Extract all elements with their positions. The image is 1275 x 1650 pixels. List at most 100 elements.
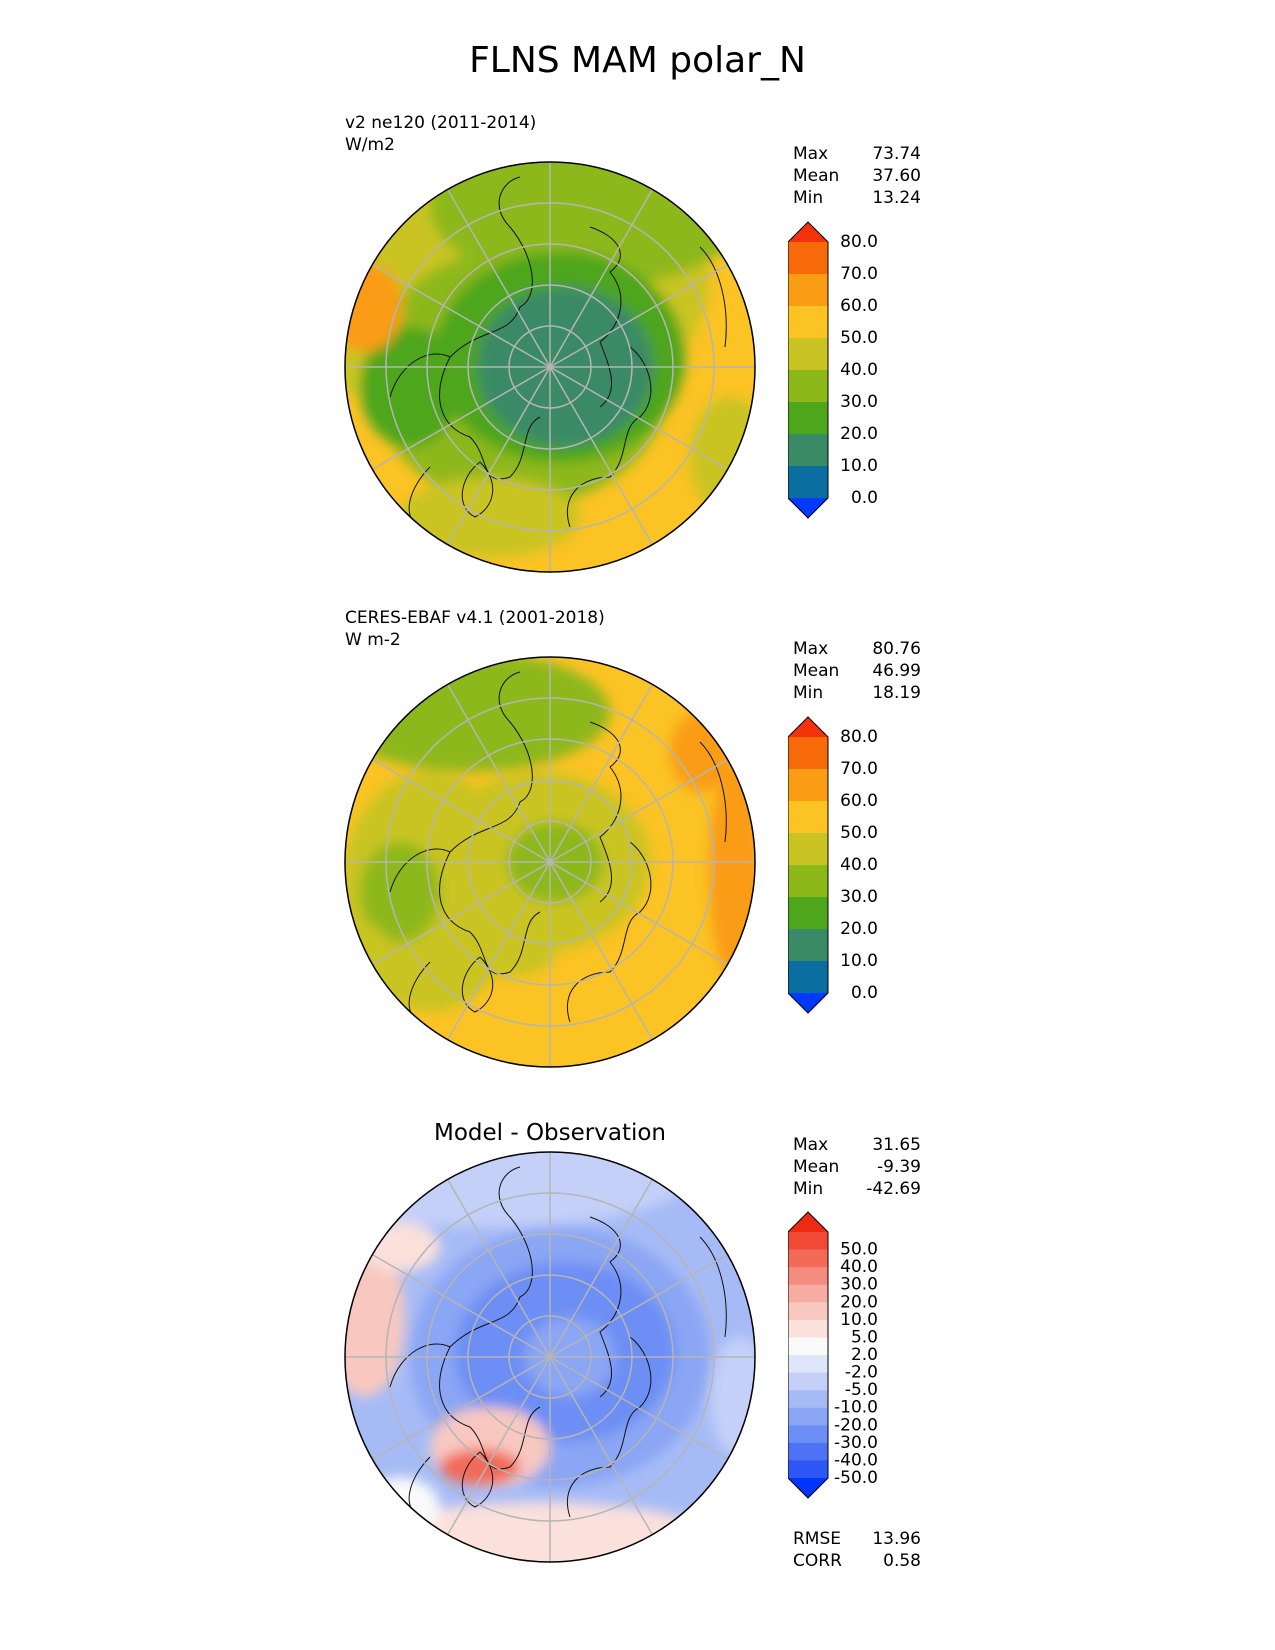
- panel-diff-stats: Max 31.65 Mean -9.39 Min -42.69: [793, 1134, 921, 1200]
- panel-obs: CERES-EBAF v4.1 (2001-2018) W m-2 Max 80.…: [0, 0, 1275, 1068]
- colorbar-tick-label: 40.0: [840, 1257, 878, 1277]
- colorbar-extend-max: [788, 717, 828, 737]
- stat-min-value: -42.69: [866, 1179, 921, 1199]
- graticule: [345, 1152, 755, 1562]
- panel-diff-metrics: RMSE 13.96 CORR 0.58: [793, 1528, 921, 1572]
- colorbar-bin: [788, 1460, 828, 1479]
- colorbar-bin: [788, 833, 828, 866]
- colorbar-extend-min: [788, 498, 828, 518]
- colorbar-tick-label: 50.0: [840, 823, 878, 843]
- colorbar-bin: [788, 769, 828, 802]
- colorbar-bin: [788, 801, 828, 834]
- colorbar-bin: [788, 1267, 828, 1286]
- colorbar-model: 0.0 10.0 20.0 30.0 40.0 50.0 60.0 70.0 80.0: [788, 221, 878, 519]
- corr-label: CORR: [793, 1551, 842, 1571]
- stat-mean-value: 46.99: [872, 661, 921, 681]
- colorbar-tick-label: 0.0: [851, 488, 878, 508]
- panel-model-units: W/m2: [345, 135, 395, 155]
- colorbar-tick-label: 20.0: [840, 424, 878, 444]
- panel-model-header: v2 ne120 (2011-2014) W/m2: [345, 112, 536, 156]
- polar-map-obs: [344, 656, 756, 1068]
- figure-title: FLNS MAM polar_N: [469, 40, 806, 81]
- colorbar-tick-label: 5.0: [851, 1327, 878, 1347]
- stat-max-value: 80.76: [872, 639, 921, 659]
- panel-model-label: v2 ne120 (2011-2014): [345, 113, 537, 133]
- stat-min-label: Min: [793, 683, 824, 703]
- colorbar-bin: [788, 1390, 828, 1409]
- colorbar-tick-label: 30.0: [840, 887, 878, 907]
- colorbar-tick-label: 40.0: [840, 360, 878, 380]
- colorbar-bin: [788, 306, 828, 339]
- stat-min-value: 18.19: [872, 683, 921, 703]
- colorbar-bin: [788, 1337, 828, 1356]
- colorbar-tick-label: 70.0: [840, 759, 878, 779]
- colorbar-bin: [788, 338, 828, 371]
- colorbar-extend-max: [788, 222, 828, 242]
- stat-max-value: 73.74: [872, 144, 921, 164]
- colorbar-extend-min: [788, 993, 828, 1013]
- stat-mean-label: Mean: [793, 166, 840, 186]
- colorbar-tick-label: 10.0: [840, 456, 878, 476]
- map-boundary: [344, 1151, 756, 1563]
- colorbar-bin: [788, 1407, 828, 1426]
- colorbar-extend-max: [788, 1212, 828, 1232]
- colorbar-diff: -50.0-40.0-30.0-20.0-10.0-5.0-2.02.05.01…: [788, 1211, 878, 1499]
- panel-obs-header: CERES-EBAF v4.1 (2001-2018) W m-2: [345, 607, 605, 651]
- stat-mean-label: Mean: [793, 1157, 840, 1177]
- panel-obs-stats: Max 80.76 Mean 46.99 Min 18.19: [793, 638, 921, 704]
- colorbar-bin: [788, 434, 828, 467]
- colorbar-tick-label: -30.0: [834, 1433, 878, 1453]
- map-boundary: [344, 656, 756, 1068]
- polar-map-model: [344, 161, 756, 573]
- colorbar-outline: [788, 716, 829, 1014]
- colorbar-tick-label: 30.0: [840, 1275, 878, 1295]
- colorbar-bin: [788, 1372, 828, 1391]
- colorbar-bin: [788, 1249, 828, 1268]
- colorbar-bin: [788, 466, 828, 499]
- stat-max-label: Max: [793, 144, 829, 164]
- panel-model: v2 ne120 (2011-2014) W/m2 Max 73.74 Mean 3…: [0, 0, 1275, 573]
- colorbar-tick-label: 50.0: [840, 1240, 878, 1260]
- colorbar-tick-label: -5.0: [845, 1380, 878, 1400]
- colorbar-bin: [788, 1319, 828, 1338]
- colorbar-tick-label: 2.0: [851, 1345, 878, 1365]
- colorbar-bin: [788, 1442, 828, 1461]
- colorbar-extend-min: [788, 1478, 828, 1498]
- colorbar-tick-label: 30.0: [840, 392, 878, 412]
- colorbar-tick-label: 10.0: [840, 1310, 878, 1330]
- colorbar-bin: [788, 1284, 828, 1303]
- colorbar-bin: [788, 370, 828, 403]
- colorbar-outline: [788, 221, 829, 519]
- map-boundary: [344, 161, 756, 573]
- colorbar-tick-label: 80.0: [840, 232, 878, 252]
- colorbar-bin: [788, 929, 828, 962]
- colorbar-bin: [788, 1232, 828, 1251]
- colorbar-bin: [788, 274, 828, 307]
- colorbar-bin: [788, 897, 828, 930]
- stat-max-value: 31.65: [872, 1135, 921, 1155]
- colorbar-tick-label: 20.0: [840, 919, 878, 939]
- colorbar-tick-label: -50.0: [834, 1468, 878, 1488]
- graticule: [345, 657, 755, 1067]
- colorbar-bin: [788, 737, 828, 770]
- colorbar-bin: [788, 961, 828, 994]
- panel-model-stats: Max 73.74 Mean 37.60 Min 13.24: [793, 143, 921, 209]
- colorbar-tick-label: 80.0: [840, 727, 878, 747]
- colorbar-bin: [788, 1425, 828, 1444]
- colorbar-bin: [788, 402, 828, 435]
- stat-max-label: Max: [793, 639, 829, 659]
- colorbar-bin: [788, 1302, 828, 1321]
- corr-value: 0.58: [883, 1551, 921, 1571]
- colorbar-tick-label: 70.0: [840, 264, 878, 284]
- colorbar-tick-label: 40.0: [840, 855, 878, 875]
- colorbar-tick-label: 10.0: [840, 951, 878, 971]
- colorbar-bin: [788, 242, 828, 275]
- polar-map-diff: [344, 1151, 756, 1563]
- panel-obs-label: CERES-EBAF v4.1 (2001-2018): [345, 608, 605, 628]
- colorbar-bin: [788, 865, 828, 898]
- stat-mean-value: 37.60: [872, 166, 921, 186]
- colorbar-tick-label: -40.0: [834, 1450, 878, 1470]
- stat-min-value: 13.24: [872, 188, 921, 208]
- colorbar-obs: 0.0 10.0 20.0 30.0 40.0 50.0 60.0 70.0 80.0: [788, 716, 878, 1014]
- graticule: [345, 162, 755, 572]
